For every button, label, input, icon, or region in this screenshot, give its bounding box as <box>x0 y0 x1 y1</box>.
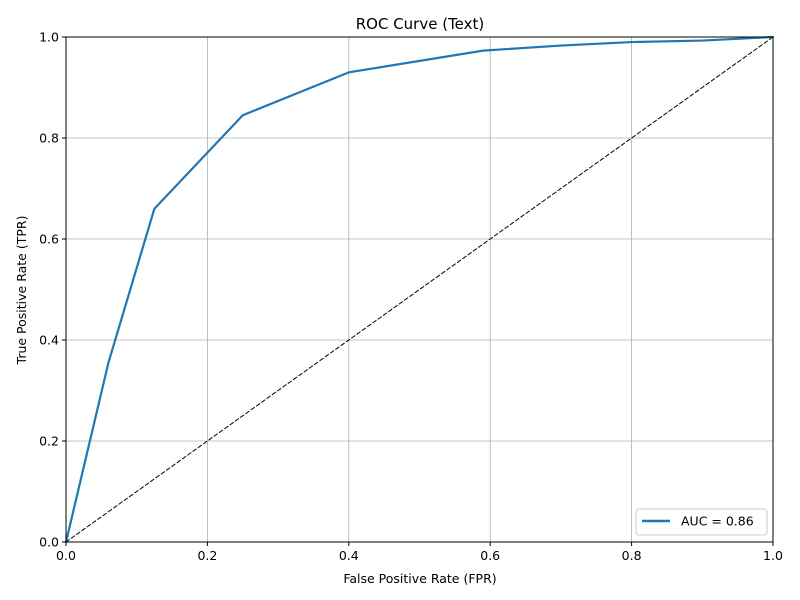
plot-frame <box>65 36 774 543</box>
y-axis-label: True Positive Rate (TPR) <box>14 216 29 366</box>
series-group <box>64 35 775 544</box>
roc-curve-line <box>64 35 775 544</box>
x-tick-label: 1.0 <box>763 548 783 563</box>
x-tick-label: 0.8 <box>622 548 642 563</box>
x-tick-label: 0.0 <box>56 548 76 563</box>
y-tick-label: 0.2 <box>39 434 59 449</box>
legend-label-auc: AUC = 0.86 <box>681 514 754 529</box>
legend: AUC = 0.86 <box>635 508 768 536</box>
axis-ticks: 0.0 0.2 0.4 0.6 0.8 1.0 0.0 0.2 0.4 0.6 0.8 1.0 <box>39 30 783 564</box>
chart-title: ROC Curve (Text) <box>356 15 485 33</box>
x-tick-label: 0.6 <box>480 548 500 563</box>
x-axis-label: False Positive Rate (FPR) <box>343 571 496 586</box>
random-baseline-line <box>65 36 774 543</box>
y-tick-label: 0.6 <box>39 232 59 247</box>
y-tick-label: 0.0 <box>39 535 59 550</box>
x-tick-label: 0.2 <box>197 548 217 563</box>
grid-lines <box>65 36 774 543</box>
y-tick-label: 1.0 <box>39 30 59 45</box>
y-tick-label: 0.8 <box>39 131 59 146</box>
y-tick-label: 0.4 <box>39 333 59 348</box>
x-tick-label: 0.4 <box>339 548 359 563</box>
legend-box <box>635 508 768 536</box>
